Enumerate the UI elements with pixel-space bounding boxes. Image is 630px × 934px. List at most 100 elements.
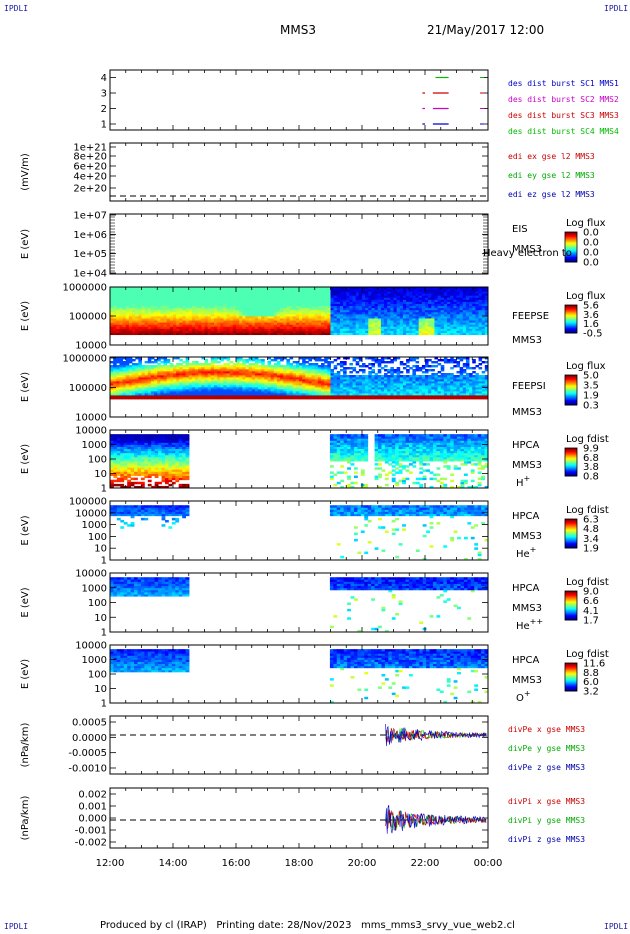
heatmap-cell [418, 324, 423, 327]
heatmap-cell [365, 393, 369, 396]
overlay-label: Heavy electron to [483, 248, 572, 259]
heatmap-cell [160, 301, 164, 304]
heatmap-cell [125, 371, 130, 374]
heatmap-cell [182, 328, 186, 331]
heatmap-cell [462, 303, 467, 307]
heatmap-cell [384, 291, 388, 294]
heatmap-cell [292, 367, 297, 370]
heatmap-cell [431, 287, 435, 290]
heatmap-cell [217, 313, 221, 317]
heatmap-cell [122, 326, 127, 329]
heatmap-cell [415, 326, 420, 329]
heatmap-cell [242, 369, 246, 372]
heatmap-cell [456, 311, 461, 315]
heatmap-cell [377, 375, 382, 378]
heatmap-cell [402, 318, 407, 321]
heatmap-cell [283, 365, 287, 368]
heatmap-cell [150, 367, 155, 370]
heatmap-cell [270, 311, 275, 315]
heatmap-cell [245, 359, 249, 362]
heatmap-cell [434, 307, 438, 311]
heatmap-cell [380, 305, 385, 309]
heatmap-cell [185, 295, 190, 298]
heatmap-cell [267, 373, 272, 376]
heatmap-cell [232, 363, 237, 366]
heatmap-cell [412, 305, 416, 309]
heatmap-cell [182, 391, 186, 394]
heatmap-cell [280, 389, 284, 392]
heatmap-cell [188, 371, 193, 374]
heatmap-cell [119, 330, 123, 333]
heatmap-cell [469, 332, 473, 336]
heatmap-cell [144, 367, 149, 370]
heatmap-cell [393, 295, 398, 298]
heatmap-cell [327, 379, 331, 382]
heatmap-cell [150, 303, 155, 307]
heatmap-cell [119, 389, 123, 392]
heatmap-cell [396, 311, 401, 315]
heatmap-cell [418, 309, 423, 313]
heatmap-cell [220, 393, 224, 396]
heatmap-cell [128, 320, 133, 323]
heatmap-cell [380, 309, 385, 313]
heatmap-cell [402, 363, 407, 366]
heatmap-cell [116, 297, 120, 300]
heatmap-cell [264, 324, 268, 327]
heatmap-cell [204, 361, 209, 364]
heatmap-cell [437, 295, 442, 298]
heatmap-cell [258, 303, 262, 307]
heatmap-cell [390, 295, 394, 298]
heatmap-cell [239, 359, 243, 362]
heatmap-cell [138, 324, 142, 327]
heatmap-cell [459, 326, 464, 329]
heatmap-cell [119, 320, 123, 323]
heatmap-cell [349, 301, 353, 304]
heatmap-cell [150, 289, 155, 292]
heatmap-cell [415, 361, 420, 364]
heatmap-cell [327, 313, 331, 317]
heatmap-cell [239, 373, 243, 376]
heatmap-cell [469, 324, 473, 327]
heatmap-cell [261, 330, 265, 333]
heatmap-cell [179, 377, 183, 380]
heatmap-cell [431, 293, 435, 296]
heatmap-cell [314, 299, 319, 302]
heatmap-cell [223, 295, 227, 298]
heatmap-cell [248, 330, 253, 333]
heatmap-cell [396, 373, 401, 376]
heatmap-cell [362, 369, 366, 372]
heatmap-cell [160, 330, 164, 333]
heatmap-cell [248, 363, 253, 366]
heatmap-cell [242, 387, 246, 390]
heatmap-cell [176, 395, 180, 398]
heatmap-cell [393, 391, 398, 394]
heatmap-cell [431, 326, 435, 329]
heatmap-cell [217, 371, 221, 374]
heatmap-cell [229, 379, 234, 382]
heatmap-cell [311, 369, 316, 372]
heatmap-cell [396, 328, 401, 331]
heatmap-cell [358, 357, 363, 360]
heatmap-cell [387, 313, 391, 317]
heatmap-cell [327, 361, 331, 364]
heatmap-cell [261, 367, 265, 370]
heatmap-cell [440, 295, 445, 298]
heatmap-cell [254, 326, 259, 329]
heatmap-cell [198, 373, 202, 376]
heatmap-cell [377, 326, 382, 329]
heatmap-cell [157, 303, 161, 307]
heatmap-cell [182, 289, 186, 292]
heatmap-cell [254, 330, 259, 333]
heatmap-cell [128, 293, 133, 296]
heatmap-cell [258, 385, 262, 388]
heatmap-cell [402, 303, 407, 307]
heatmap-cell [428, 318, 432, 321]
heatmap-cell [362, 291, 366, 294]
heatmap-cell [393, 293, 398, 296]
heatmap-cell [150, 397, 155, 400]
heatmap-cell [236, 309, 240, 313]
heatmap-cell [185, 313, 190, 317]
heatmap-cell [179, 395, 183, 398]
colorbar-swatch [565, 326, 577, 328]
heatmap-cell [374, 299, 379, 302]
